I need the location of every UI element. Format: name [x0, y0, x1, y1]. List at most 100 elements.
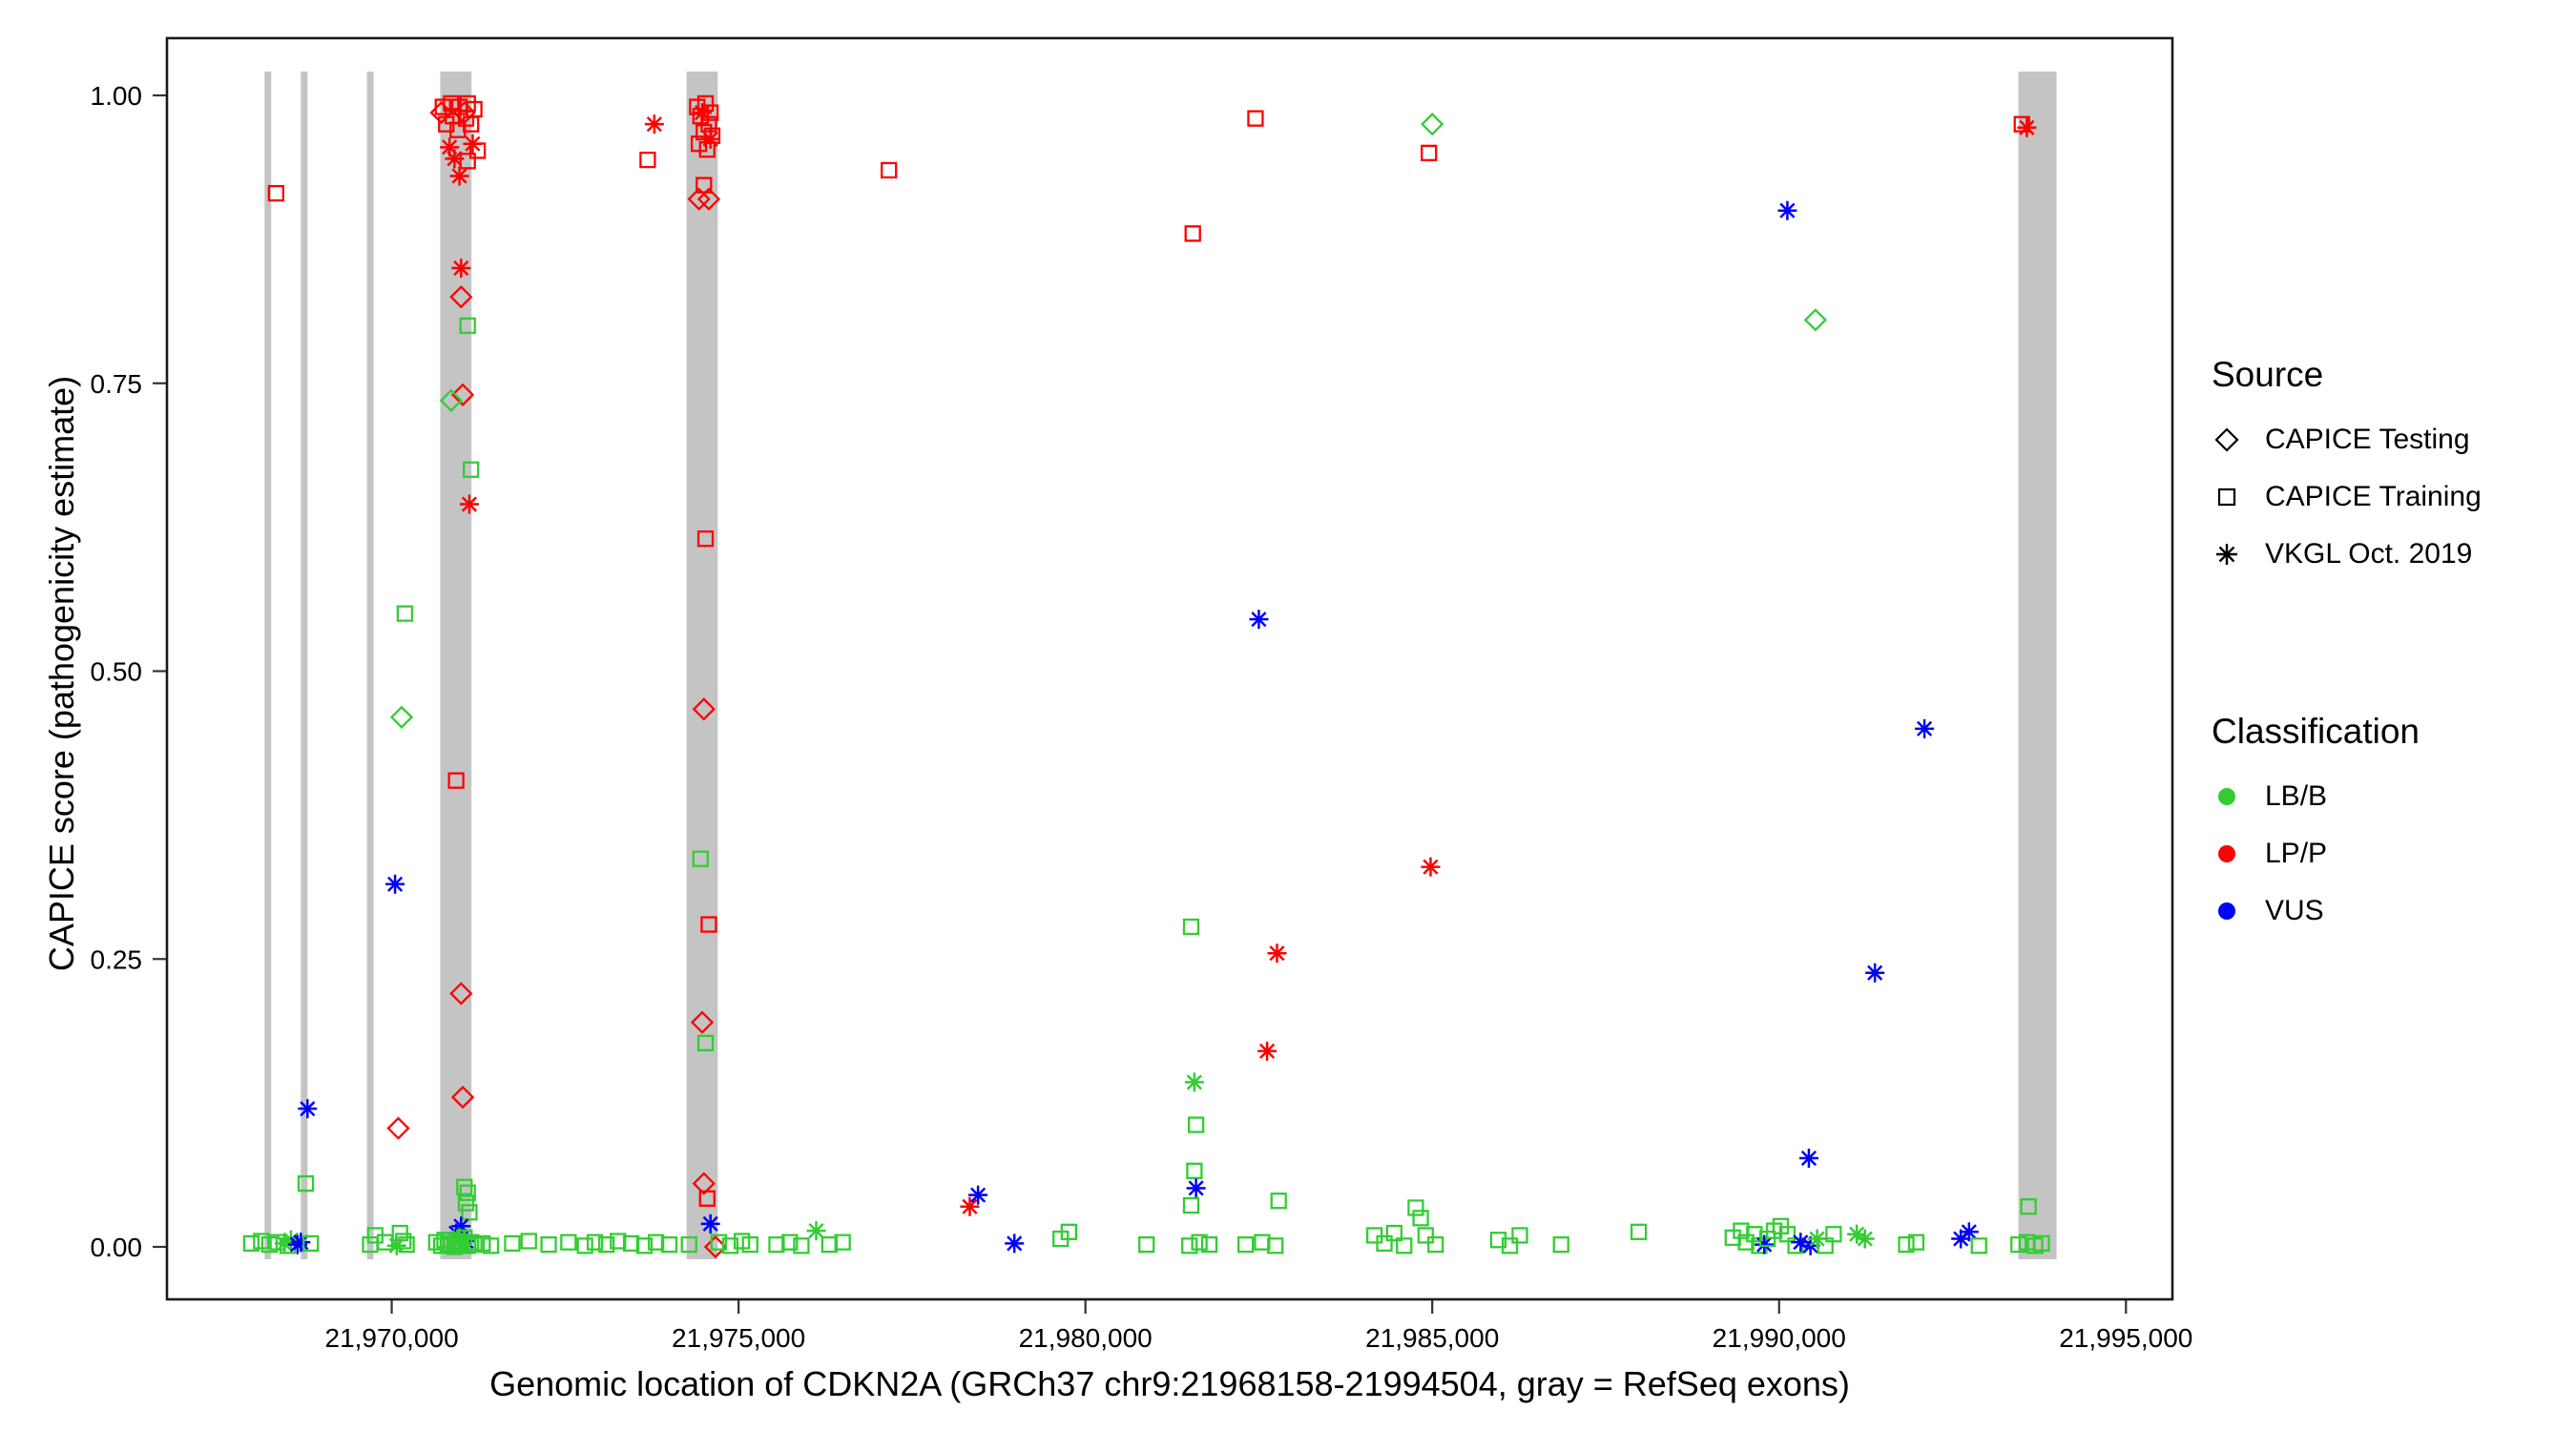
- data-point-square: [702, 104, 719, 121]
- x-tick-label: 21,975,000: [672, 1323, 805, 1353]
- data-point-diamond: [690, 1010, 715, 1034]
- data-point-square: [610, 1233, 627, 1250]
- data-point-square: [459, 153, 476, 170]
- data-point-square: [781, 1234, 799, 1251]
- asterisk-arm: [1186, 1074, 1202, 1090]
- data-point-asterisk: [459, 494, 479, 514]
- asterisk-arm: [1857, 1231, 1873, 1247]
- data-point-square: [1817, 1237, 1834, 1255]
- legend-item-capice-training: CAPICE Training: [2212, 481, 2482, 513]
- data-point-diamond: [449, 982, 473, 1006]
- data-point-square: [398, 1235, 415, 1254]
- data-point-square: [1778, 1226, 1797, 1243]
- data-point-diamond: [696, 187, 721, 211]
- data-point-square: [2020, 1198, 2037, 1215]
- data-point-square: [692, 850, 709, 867]
- data-point-square: [1191, 1234, 1208, 1251]
- asterisk-arm: [1916, 720, 1933, 736]
- legend-item-capice-testing: CAPICE Testing: [2212, 424, 2482, 456]
- data-point-square: [482, 1237, 500, 1255]
- data-point-square: [703, 127, 721, 144]
- asterisk-arm: [1251, 612, 1267, 628]
- legend-item-label: CAPICE Training: [2265, 481, 2482, 512]
- data-point-square: [1511, 1227, 1528, 1244]
- data-point-square: [1247, 110, 1264, 127]
- asterisk-arm: [1793, 1234, 1809, 1251]
- data-point-square: [1182, 1196, 1200, 1214]
- data-point-square: [733, 1233, 751, 1250]
- legend-source-title: Source: [2212, 355, 2324, 394]
- data-point-asterisk: [1855, 1229, 1875, 1249]
- refseq-exon-band: [366, 72, 374, 1259]
- data-point-square: [1236, 1235, 1255, 1254]
- x-axis-title: Genomic location of CDKN2A (GRCh37 chr9:…: [489, 1364, 1850, 1403]
- data-point-asterisk: [1865, 963, 1885, 983]
- data-point-square: [1184, 225, 1201, 242]
- data-point-square: [474, 1234, 491, 1253]
- asterisk-arm: [2019, 119, 2035, 135]
- asterisk-arm: [293, 1234, 309, 1251]
- data-point-square: [1182, 918, 1200, 936]
- asterisk-arm: [1809, 1231, 1825, 1247]
- data-point-square: [1060, 1223, 1078, 1240]
- asterisk-arm: [1423, 859, 1439, 875]
- data-point-square: [1254, 1234, 1271, 1251]
- data-point-square: [504, 1234, 521, 1253]
- data-point-asterisk: [1777, 200, 1797, 220]
- asterisk-arm: [1258, 1043, 1276, 1059]
- asterisk-arm: [461, 496, 478, 512]
- data-point-square: [1186, 1162, 1203, 1179]
- refseq-exon-band: [686, 72, 718, 1259]
- asterisk-arm: [1188, 1180, 1204, 1196]
- data-point-square: [1396, 1237, 1413, 1255]
- data-point-asterisk: [960, 1196, 980, 1216]
- data-point-diamond: [450, 383, 475, 406]
- data-point-square: [456, 1178, 473, 1195]
- data-point-asterisk: [1421, 857, 1441, 877]
- legend-item-lpp: LP/P: [2212, 838, 2482, 870]
- data-point-square: [466, 1235, 483, 1254]
- data-point-square: [1267, 1237, 1284, 1255]
- data-point-square: [698, 1190, 716, 1207]
- data-point-asterisk: [2017, 117, 2037, 137]
- refseq-exon-band: [301, 72, 308, 1259]
- data-point-asterisk: [1005, 1234, 1025, 1254]
- data-point-square: [821, 1235, 839, 1254]
- data-point-square: [1427, 1235, 1444, 1254]
- panel-border: [165, 36, 2174, 1301]
- lpp-dot-icon: [2218, 845, 2235, 862]
- vus-dot-icon: [2218, 902, 2235, 920]
- data-point-square: [443, 94, 460, 113]
- legend-classification-title: Classification: [2212, 712, 2420, 751]
- data-point-square: [586, 1234, 604, 1251]
- legend-source: Source CAPICE Testing CAPICE Training: [2212, 355, 2482, 570]
- data-point-square: [457, 1194, 475, 1212]
- data-point-square: [395, 1233, 412, 1250]
- legend-item-label: CAPICE Testing: [2265, 424, 2470, 455]
- asterisk-icon: [2216, 544, 2237, 565]
- data-point-square: [1630, 1223, 1648, 1240]
- data-point-square: [2010, 1235, 2027, 1254]
- asterisk-arm: [1007, 1235, 1023, 1252]
- y-tick-label: 0.50: [91, 657, 143, 687]
- data-point-square: [466, 100, 483, 118]
- asterisk-arm: [453, 259, 469, 277]
- data-point-square: [1417, 1227, 1434, 1244]
- data-point-square: [434, 98, 451, 115]
- data-point-asterisk: [1267, 944, 1287, 964]
- data-point-square: [302, 1234, 320, 1253]
- data-point-square: [560, 1234, 577, 1251]
- y-tick-label: 0.00: [91, 1233, 143, 1262]
- data-point-diamond: [1803, 308, 1827, 332]
- legend-classification: Classification LB/B LP/P VUS: [2212, 712, 2482, 927]
- data-point-square: [1376, 1234, 1393, 1253]
- data-point-square: [1552, 1235, 1569, 1254]
- data-point-square: [468, 142, 487, 159]
- data-point-square: [1385, 1224, 1403, 1242]
- data-point-diamond: [449, 285, 473, 309]
- data-point-square: [540, 1235, 557, 1254]
- data-point-square: [700, 916, 717, 933]
- data-point-square: [1825, 1226, 1842, 1243]
- data-point-diamond: [386, 1116, 410, 1140]
